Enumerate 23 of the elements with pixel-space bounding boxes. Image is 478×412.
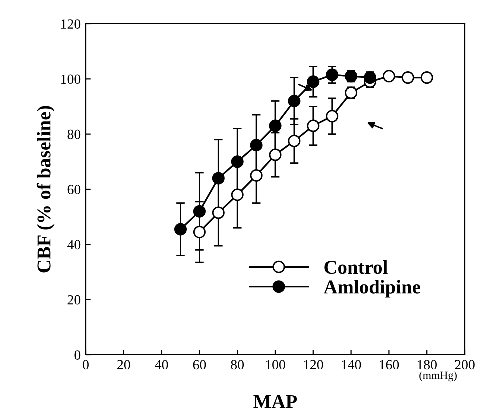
- x-tick-label: 0: [83, 360, 89, 370]
- y-tick-label: 80: [68, 130, 81, 140]
- text: (mmHg): [420, 371, 457, 382]
- x-tick-label: 40: [155, 360, 168, 370]
- x-tick-label: 20: [118, 360, 130, 370]
- x-tick-label: 120: [304, 360, 324, 370]
- x-tick-label: 160: [380, 360, 400, 370]
- x-tick-label: 140: [342, 360, 362, 370]
- y-tick-label: 60: [68, 185, 81, 194]
- y-tick-label: 20: [68, 295, 81, 305]
- y-tick-label: 120: [62, 20, 81, 29]
- y-axis-title: CBF (% of baseline): [36, 106, 55, 273]
- legend-label: Control: [324, 260, 388, 274]
- y-tick-label: 40: [68, 240, 81, 250]
- y-tick-label: 100: [62, 74, 81, 84]
- x-tick-label: 60: [193, 360, 206, 370]
- y-tick-label: 0: [74, 350, 81, 360]
- x-tick-label: 100: [266, 360, 286, 370]
- x-tick-label: 200: [455, 360, 475, 370]
- x-axis-title: MAP: [254, 395, 298, 408]
- x-tick-label: 180: [418, 360, 437, 370]
- legend-label: Amlodipine: [324, 280, 420, 298]
- x-tick-label: 80: [231, 360, 244, 370]
